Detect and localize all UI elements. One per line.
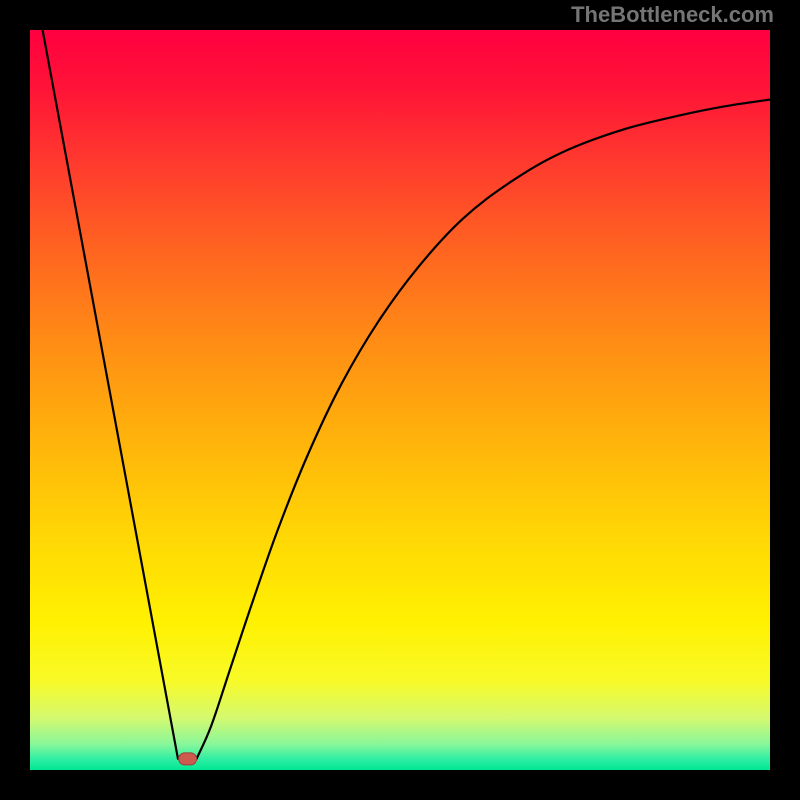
bottleneck-chart <box>0 0 800 800</box>
chart-background <box>30 30 770 770</box>
bottleneck-marker <box>179 753 197 765</box>
watermark-text: TheBottleneck.com <box>571 2 774 28</box>
